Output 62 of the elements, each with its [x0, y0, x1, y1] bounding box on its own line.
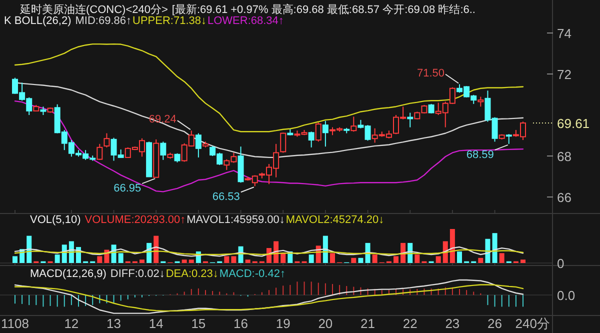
chart-subtitle: [最新:69.61 +0.97% 最高:69.68 最低:68.57 今开:69.08 昨结:6..: [172, 3, 476, 16]
bar: [372, 254, 378, 263]
bar: [485, 238, 490, 263]
bar: [182, 260, 187, 263]
bar: [245, 260, 250, 263]
y-tick-label: 66: [557, 190, 572, 206]
bar: [54, 254, 60, 263]
x-tick-label: 12: [64, 316, 79, 331]
bar: [274, 241, 279, 263]
x-tick-label: 21: [360, 316, 376, 331]
x-tick-label: 13: [106, 316, 122, 331]
annotation: 66.53: [212, 191, 240, 204]
bar: [224, 256, 230, 263]
bar: [330, 253, 335, 263]
bar: [450, 229, 455, 263]
bar: [414, 254, 420, 263]
bar: [400, 242, 406, 263]
bar: [140, 260, 144, 263]
x-tick-label: 1108: [1, 316, 29, 331]
annotation: 66.95: [114, 182, 142, 195]
bar: [351, 258, 356, 263]
bar: [436, 256, 441, 263]
y-tick-label: 68: [557, 149, 572, 164]
bar: [457, 251, 462, 263]
x-tick-label: 19: [276, 316, 290, 331]
bar: [231, 256, 236, 263]
bar: [308, 254, 314, 263]
x-tick-label: 14: [148, 316, 164, 331]
x-tick-label: 22: [402, 316, 418, 331]
bar: [358, 258, 364, 263]
bar: [188, 260, 194, 263]
bar: [280, 253, 286, 263]
x-tick-label: 15: [191, 316, 206, 331]
bar: [97, 256, 102, 263]
legend: K BOLL(26,2) MID:69.86↑UPPER:71.38↓LOWER:68.34↑: [4, 15, 284, 27]
bar: [394, 256, 398, 263]
x-tick-label: 20: [318, 316, 333, 331]
text: 0.0: [557, 288, 576, 303]
annotation: 68.59: [466, 148, 494, 161]
bar: [478, 258, 484, 263]
bar: [520, 260, 526, 263]
legend: MACD(12,26,9) DIFF:0.02↓DEA:0.23↓MACD:-0.42↑: [30, 268, 286, 280]
chart-title: 延时美原油连(CONC)<240分>: [19, 3, 168, 16]
bar: [154, 236, 159, 263]
bar: [499, 253, 504, 263]
line-series: [14, 43, 524, 132]
bar: [492, 233, 498, 263]
bar: [12, 256, 18, 263]
bar: [118, 253, 124, 263]
ref-line-label: 69.61: [557, 116, 590, 132]
x-tick-label: 26: [488, 316, 502, 331]
text: 0: [557, 256, 564, 271]
annotation: 71.50: [416, 67, 444, 80]
x-tick-label: 16: [234, 316, 248, 331]
y-tick-label: 72: [557, 67, 572, 82]
annotation: 69.24: [148, 114, 176, 126]
legend: VOL(5,10) VOLUME:20293.00↑MAVOL1:45959.00↓MAVOL2:45274.20↓: [30, 214, 384, 226]
y-tick-label: 74: [557, 26, 572, 42]
bar: [365, 242, 370, 263]
bar: [26, 236, 32, 263]
x-tick-label: 23: [445, 316, 460, 331]
text: 240分: [515, 316, 550, 331]
